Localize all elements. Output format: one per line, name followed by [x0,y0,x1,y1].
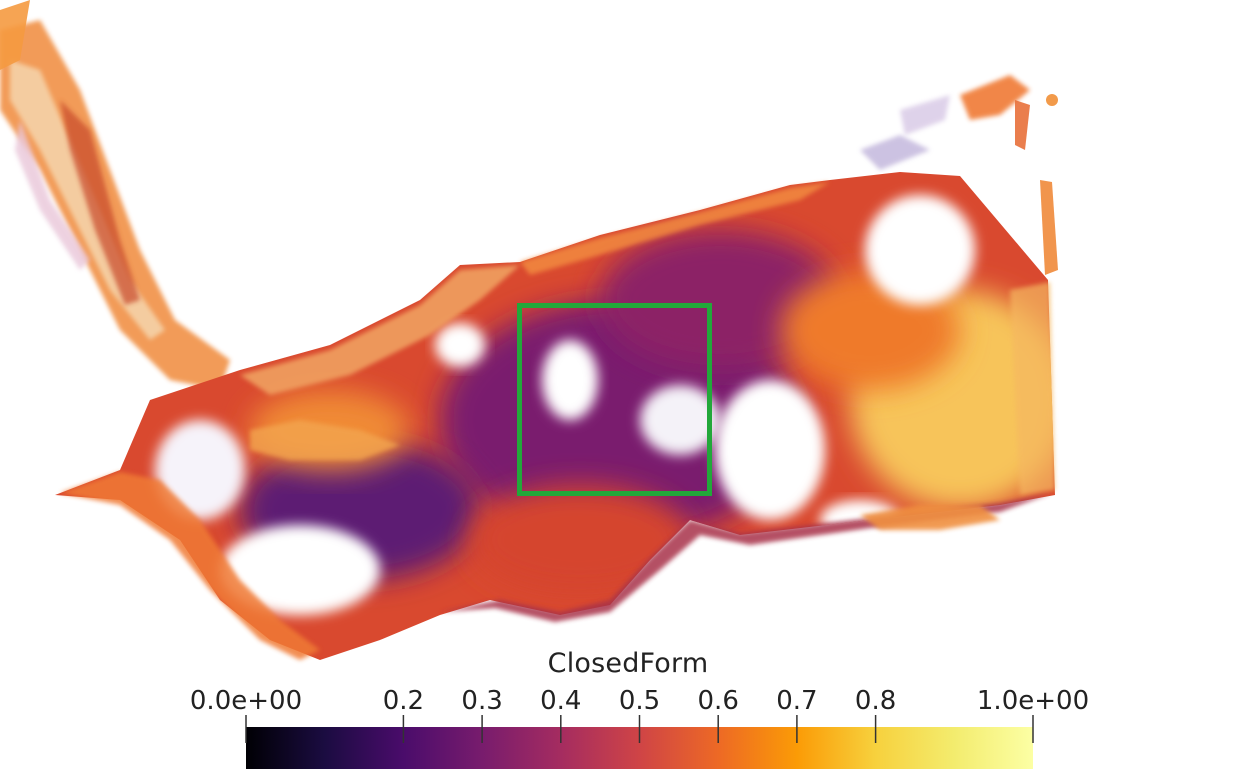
main-body [55,172,1055,660]
colorbar-tick-label: 0.0e+00 [189,686,303,716]
colorbar-tick-label: 0.3 [461,686,503,716]
colorbar-tick-label: 0.4 [540,686,582,716]
colorbar-tick-marks [245,715,1034,743]
colorbar-tick-label: 0.8 [854,686,897,716]
colorbar-title: ClosedForm [547,648,709,679]
colorbar-tick-label: 0.2 [382,686,425,716]
colorbar-tick-label: 0.5 [618,686,661,716]
colorbar [245,715,1034,769]
upper-fragments [860,75,1058,275]
left-strand [0,0,230,390]
roi-box[interactable] [517,303,712,496]
colorbar-tick-label: 0.7 [776,686,818,716]
colorbar-tick-label: 1.0e+00 [976,686,1090,716]
colorbar-tick-label: 0.6 [697,686,739,716]
